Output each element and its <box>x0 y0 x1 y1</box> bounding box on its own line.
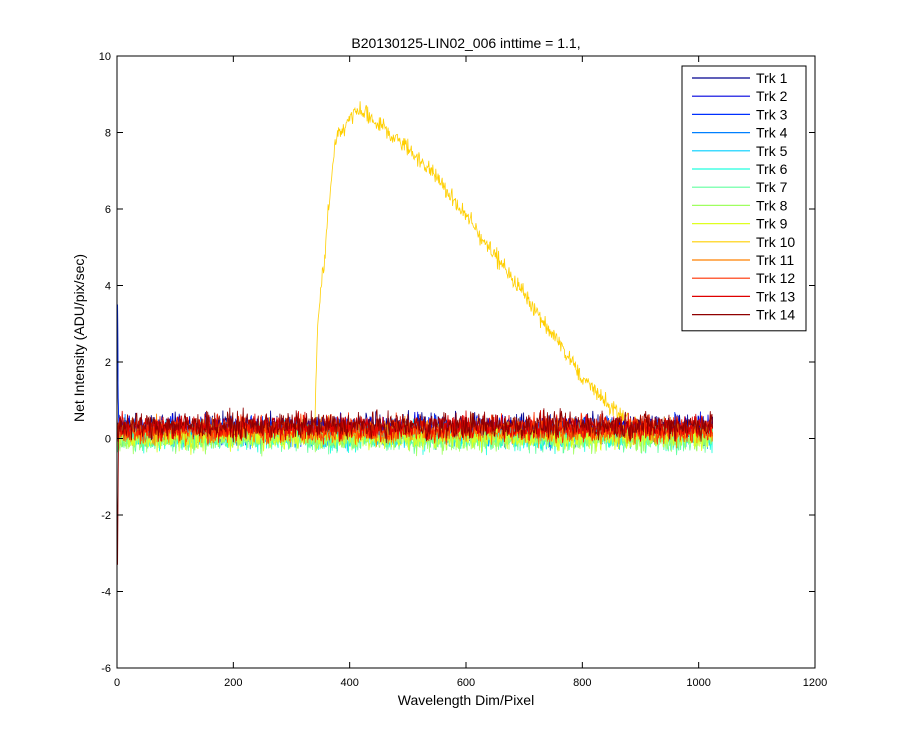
y-tick-label: 6 <box>105 204 111 216</box>
y-axis: -6 -4 -2 0 2 4 6 8 10 <box>99 51 815 675</box>
series-line-trk-14 <box>117 407 713 565</box>
legend-label: Trk 5 <box>756 143 788 159</box>
y-tick-label: -2 <box>101 510 111 522</box>
legend-label: Trk 1 <box>756 70 788 86</box>
legend-label: Trk 14 <box>756 307 795 323</box>
legend-box <box>681 65 807 332</box>
legend-label: Trk 10 <box>756 234 795 250</box>
legend-label: Trk 11 <box>756 252 794 268</box>
legend-label: Trk 13 <box>756 288 795 304</box>
legend-label: Trk 9 <box>756 216 788 232</box>
legend-label: Trk 2 <box>756 88 788 104</box>
y-axis-label: Net Intensity (ADU/pix/sec) <box>71 254 87 422</box>
legend-label: Trk 4 <box>756 125 788 141</box>
x-tick-label: 400 <box>340 677 358 689</box>
y-tick-label: 2 <box>105 357 111 369</box>
x-tick-label: 0 <box>114 677 120 689</box>
chart-title: B20130125-LIN02_006 inttime = 1.1, <box>351 35 580 51</box>
y-tick-label: 8 <box>105 128 111 140</box>
y-tick-label: 10 <box>99 51 111 63</box>
legend-label: Trk 3 <box>756 106 788 122</box>
legend-label: Trk 6 <box>756 161 788 177</box>
plot-area <box>117 101 713 565</box>
y-tick-label: 0 <box>105 434 111 446</box>
legend-label: Trk 7 <box>756 179 788 195</box>
y-tick-label: -4 <box>101 587 111 599</box>
legend-label: Trk 12 <box>756 270 795 286</box>
x-tick-label: 1200 <box>803 677 827 689</box>
y-tick-label: 4 <box>105 281 111 293</box>
x-tick-label: 600 <box>457 677 475 689</box>
x-tick-label: 200 <box>224 677 242 689</box>
x-tick-label: 1000 <box>686 677 710 689</box>
x-tick-label: 800 <box>573 677 591 689</box>
y-tick-label: -6 <box>101 663 111 675</box>
x-axis-label: Wavelength Dim/Pixel <box>398 692 534 708</box>
x-axis: 0 200 400 600 800 1000 1200 <box>114 56 827 689</box>
series-group <box>117 101 713 565</box>
legend: Trk 1 Trk 2 Trk 3 Trk 4 Trk 5 Trk 6 Trk 7 Trk 8… <box>681 65 807 332</box>
legend-label: Trk 8 <box>756 197 788 213</box>
